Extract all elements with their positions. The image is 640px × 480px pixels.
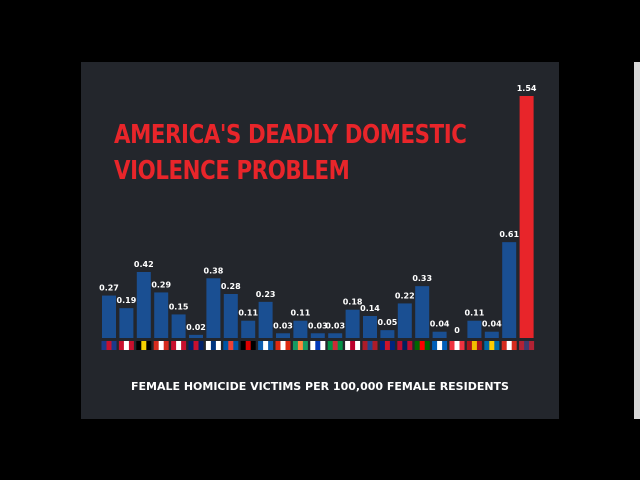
hong-kong-flag-icon bbox=[275, 341, 291, 350]
bar-germany bbox=[241, 320, 256, 338]
belgium-flag-icon bbox=[136, 341, 152, 350]
scotland-flag-icon bbox=[432, 341, 448, 350]
austria-flag-icon bbox=[118, 341, 134, 350]
bar-australia bbox=[102, 295, 116, 338]
bar-switzerland bbox=[502, 242, 517, 338]
japan-flag-icon bbox=[345, 341, 361, 350]
bar-value-label: 0.29 bbox=[151, 280, 171, 289]
bar-value-label: 0.23 bbox=[256, 290, 276, 299]
chart-title-line-1: AMERICA'S DEADLY DOMESTIC bbox=[114, 120, 467, 150]
bar-value-label: 0.03 bbox=[273, 321, 293, 330]
bar-value-label: 0.15 bbox=[169, 302, 189, 311]
ireland-flag-icon bbox=[292, 341, 308, 350]
bar-spain bbox=[467, 320, 482, 338]
bar-value-label: 0.28 bbox=[221, 282, 241, 291]
singapore-flag-icon bbox=[449, 341, 465, 350]
bar-value-label: 0 bbox=[454, 326, 460, 335]
bar-value-label: 0.42 bbox=[134, 260, 154, 269]
portugal-flag-icon bbox=[414, 341, 430, 350]
italy-flag-icon bbox=[327, 341, 343, 350]
denmark-flag-icon bbox=[171, 341, 187, 350]
bar-finland bbox=[206, 278, 221, 338]
bar-ireland bbox=[293, 320, 308, 338]
bar-value-label: 0.22 bbox=[395, 291, 415, 300]
bar-japan bbox=[345, 309, 360, 338]
bar-norway bbox=[397, 303, 412, 338]
bar-value-label: 0.11 bbox=[238, 309, 258, 318]
spain-flag-icon bbox=[466, 341, 482, 350]
bar-value-label: 0.05 bbox=[378, 318, 398, 327]
norway-flag-icon bbox=[397, 341, 413, 350]
bar-value-label: 1.54 bbox=[517, 84, 537, 93]
netherlands-flag-icon bbox=[362, 341, 378, 350]
france-flag-icon bbox=[223, 341, 239, 350]
bar-value-label: 0.33 bbox=[412, 274, 432, 283]
israel-flag-icon bbox=[310, 341, 326, 350]
australia-flag-icon bbox=[101, 341, 117, 350]
bar-value-label: 0.19 bbox=[117, 296, 137, 305]
greece-flag-icon bbox=[258, 341, 274, 350]
chart-title-line-2: VIOLENCE PROBLEM bbox=[114, 156, 350, 186]
bar-chart: 0.27 0.19 0.42 0.29 0.15 0.02 0.38 0.28 0.11 0.23… bbox=[99, 84, 537, 350]
new-zealand-flag-icon bbox=[379, 341, 395, 350]
bar-france bbox=[223, 294, 238, 338]
adjacent-slide-edge bbox=[634, 62, 640, 419]
sweden-flag-icon bbox=[484, 341, 500, 350]
slide: AMERICA'S DEADLY DOMESTIC VIOLENCE PROBL… bbox=[81, 62, 559, 419]
bar-canada bbox=[154, 292, 169, 338]
bar-value-label: 0.04 bbox=[430, 320, 450, 329]
bar-value-label: 0.11 bbox=[291, 309, 311, 318]
bar-scotland bbox=[432, 331, 447, 338]
bar-value-label: 0.27 bbox=[99, 284, 119, 293]
uk-flag-icon bbox=[188, 341, 204, 350]
bar-italy bbox=[328, 333, 343, 338]
bar-austria bbox=[119, 308, 134, 338]
canada-flag-icon bbox=[153, 341, 169, 350]
bar-israel bbox=[310, 333, 325, 338]
bar-value-label: 0.11 bbox=[465, 309, 485, 318]
bar-value-label: 0.61 bbox=[499, 230, 519, 239]
bar-value-label: 0.38 bbox=[204, 266, 224, 275]
bar-value-label: 0.03 bbox=[325, 321, 345, 330]
bar-value-label: 0.18 bbox=[343, 298, 363, 307]
bar-denmark bbox=[171, 314, 186, 338]
bar-uk bbox=[189, 334, 203, 338]
bar-greece bbox=[258, 301, 273, 338]
bar-portugal bbox=[415, 286, 430, 338]
bar-hong-kong bbox=[276, 333, 290, 338]
x-axis-label: FEMALE HOMICIDE VICTIMS PER 100,000 FEMA… bbox=[131, 380, 509, 393]
bar-value-label: 0.14 bbox=[360, 304, 380, 313]
bar-value-label: 0.03 bbox=[308, 321, 328, 330]
germany-flag-icon bbox=[240, 341, 256, 350]
bar-belgium bbox=[136, 272, 151, 338]
bar-new-zealand bbox=[380, 330, 395, 338]
bar-netherlands bbox=[363, 316, 377, 338]
bar-value-label: 0.02 bbox=[186, 323, 206, 332]
usa-flag-icon bbox=[519, 341, 535, 350]
switzerland-flag-icon bbox=[501, 341, 517, 350]
bar-sweden bbox=[484, 331, 499, 338]
bar-value-label: 0.04 bbox=[482, 320, 502, 329]
bar-usa bbox=[519, 96, 534, 338]
finland-flag-icon bbox=[205, 341, 221, 350]
